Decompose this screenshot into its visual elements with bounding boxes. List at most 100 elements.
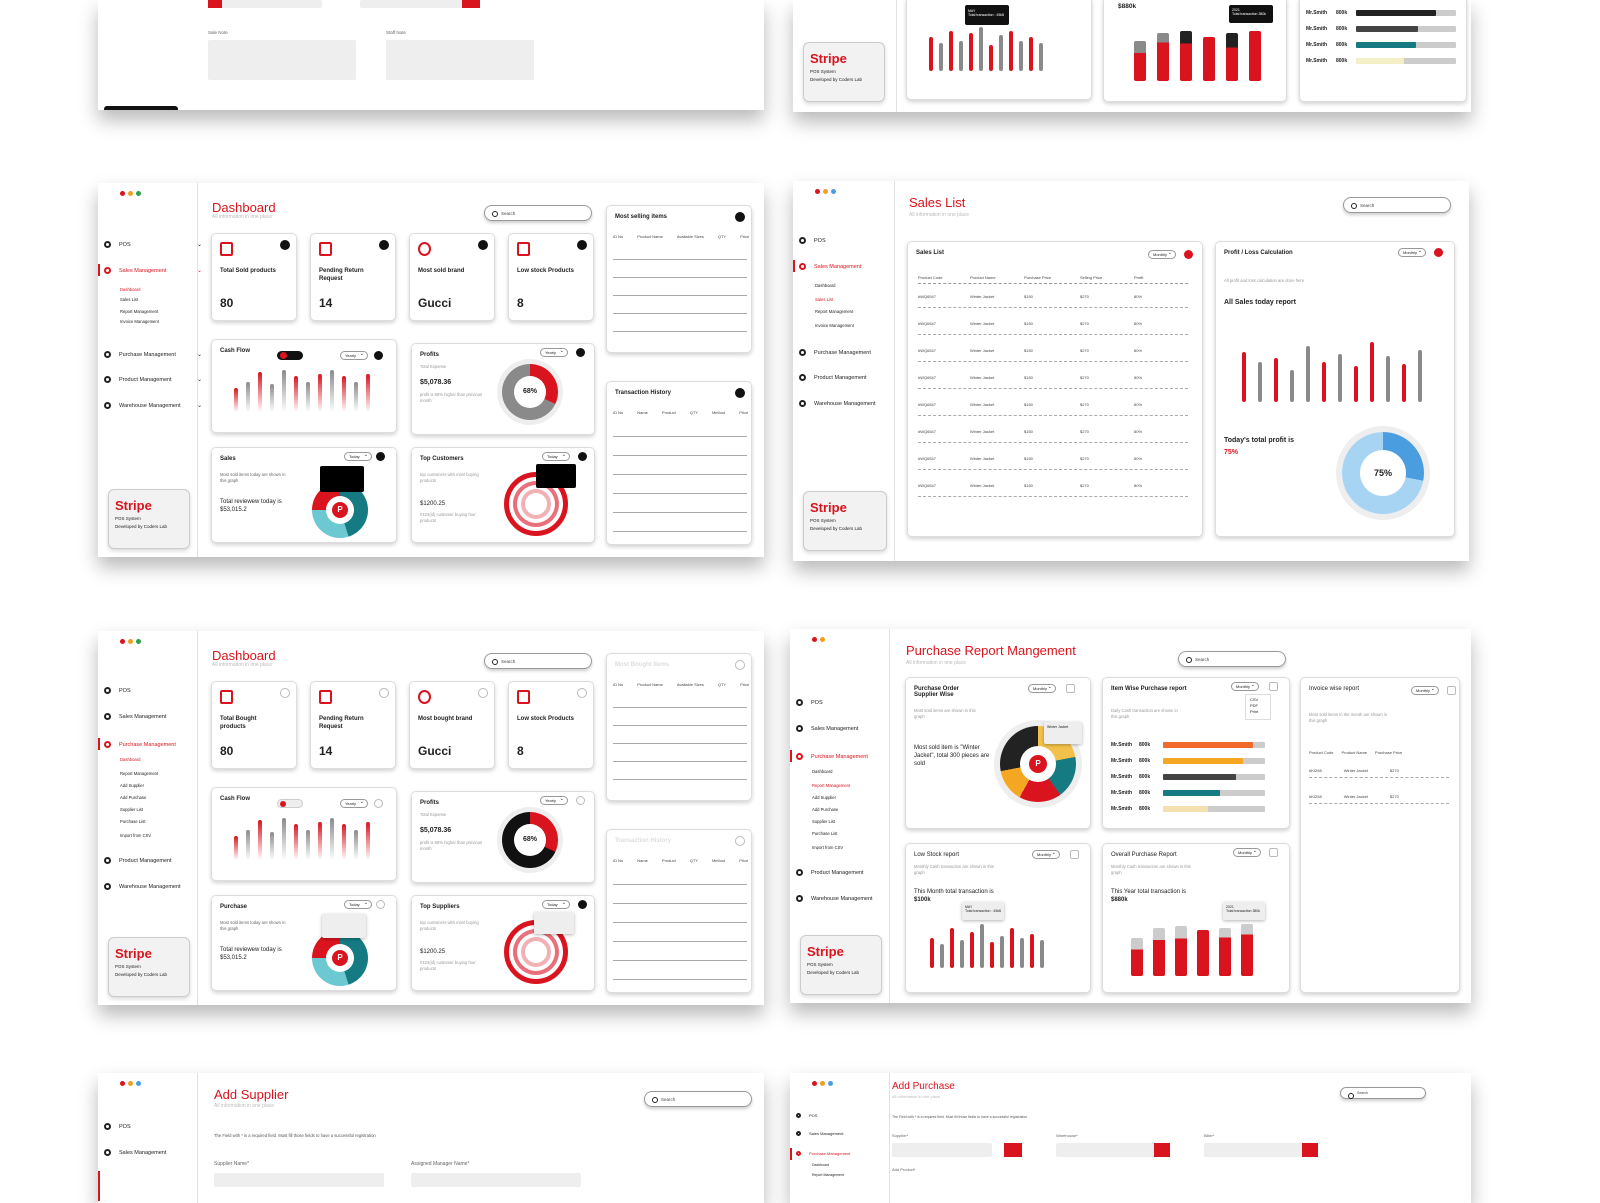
- nav-product[interactable]: Product Management ⌄: [104, 376, 202, 383]
- monthly-dropdown[interactable]: Monthly: [1148, 250, 1176, 259]
- sub-dashboard[interactable]: Dashboard: [812, 1163, 830, 1167]
- info-icon[interactable]: [735, 388, 745, 398]
- today-dropdown[interactable]: Today: [542, 900, 570, 909]
- sub-report[interactable]: Report Management: [812, 1173, 844, 1177]
- info-icon[interactable]: [376, 900, 385, 909]
- nav-pos[interactable]: POS: [104, 1123, 202, 1130]
- info-icon[interactable]: [735, 660, 745, 670]
- search-input[interactable]: Search: [1340, 1087, 1426, 1099]
- sub-dashboard[interactable]: Dashboard: [815, 283, 836, 288]
- sub-dashboard[interactable]: Dashboard: [812, 769, 833, 774]
- sub-add-purchase[interactable]: Add Purchase: [120, 795, 147, 800]
- yearly-dropdown[interactable]: Yearly: [540, 796, 568, 805]
- nav-sales[interactable]: Sales Management: [793, 260, 897, 272]
- info-icon[interactable]: [478, 240, 488, 250]
- kpi-pending-return[interactable]: Pending Return Request 14: [310, 233, 396, 321]
- sub-invoice[interactable]: Invoice Management: [120, 319, 159, 324]
- search-input[interactable]: Search: [484, 205, 592, 221]
- table-row[interactable]: #WQ6547 Winter Jacket $150 $270 80%: [918, 321, 1188, 335]
- sub-add-supplier[interactable]: Add Supplier: [812, 795, 836, 800]
- nav-pos[interactable]: POS: [799, 237, 897, 244]
- info-icon[interactable]: [577, 240, 587, 250]
- export-icon[interactable]: [1269, 682, 1278, 691]
- info-icon[interactable]: [374, 799, 383, 808]
- nav-purchase[interactable]: Purchase Management: [790, 750, 894, 762]
- table-row[interactable]: #WQ6547 Winter Jacket $150 $270 80%: [918, 348, 1188, 362]
- nav-sales[interactable]: Sales Management: [796, 1131, 894, 1136]
- info-icon[interactable]: [478, 688, 488, 698]
- kpi-low-stock[interactable]: Low stock Products 8: [508, 233, 594, 321]
- export-icon[interactable]: [1434, 248, 1443, 257]
- nav-pos[interactable]: POS: [796, 699, 894, 706]
- sub-import-csv[interactable]: Import from CSV: [120, 833, 152, 838]
- sub-sales-list[interactable]: Sales List: [815, 297, 834, 302]
- info-icon[interactable]: [379, 240, 389, 250]
- table-row[interactable]: #WQ6547 Winter Jacket $150 $270 80%: [918, 294, 1188, 308]
- export-icon[interactable]: [1447, 686, 1456, 695]
- sale-note-field[interactable]: [208, 40, 356, 80]
- export-icon[interactable]: [1269, 848, 1278, 857]
- yearly-dropdown[interactable]: Yearly: [540, 348, 568, 357]
- sub-import-csv[interactable]: Import from CSV: [812, 845, 844, 850]
- table-row[interactable]: #KI258 Winter Jacket $270: [1309, 794, 1449, 804]
- today-dropdown[interactable]: Today: [344, 900, 372, 909]
- nav-sales[interactable]: Sales Management ⌄: [98, 264, 202, 276]
- search-input[interactable]: Search: [1343, 197, 1451, 213]
- toggle[interactable]: [277, 799, 303, 808]
- info-icon[interactable]: [576, 348, 585, 357]
- sub-add-purchase[interactable]: Add Purchase: [812, 807, 839, 812]
- nav-warehouse[interactable]: Warehouse Management ⌄: [104, 402, 202, 409]
- sub-invoice[interactable]: Invoice Management: [815, 323, 854, 328]
- biller-field[interactable]: [1204, 1143, 1304, 1157]
- monthly-dropdown[interactable]: Monthly: [1398, 248, 1426, 257]
- search-input[interactable]: Search: [484, 653, 592, 669]
- today-dropdown[interactable]: Today: [344, 452, 372, 461]
- info-icon[interactable]: [735, 212, 745, 222]
- export-icon[interactable]: [1070, 850, 1079, 859]
- monthly-dropdown[interactable]: Monthly: [1231, 682, 1259, 691]
- menu-csv[interactable]: CSV: [1250, 697, 1259, 702]
- monthly-dropdown[interactable]: Monthly: [1032, 850, 1060, 859]
- manager-name-field[interactable]: [411, 1173, 581, 1187]
- sub-report[interactable]: Report Management: [120, 771, 159, 776]
- yearly-dropdown[interactable]: Yearly: [340, 799, 368, 808]
- menu-pdf[interactable]: PDF: [1250, 703, 1258, 708]
- info-icon[interactable]: [376, 452, 385, 461]
- sub-sales-list[interactable]: Sales List: [120, 297, 139, 302]
- supplier-add-button[interactable]: [1004, 1143, 1022, 1157]
- warehouse-field[interactable]: [1056, 1143, 1156, 1157]
- kpi-total-bought[interactable]: Total Bought products 80: [211, 681, 297, 769]
- warehouse-add-button[interactable]: [1154, 1143, 1170, 1157]
- nav-pos[interactable]: POS: [796, 1113, 894, 1118]
- info-icon[interactable]: [280, 240, 290, 250]
- info-icon[interactable]: [379, 688, 389, 698]
- info-icon[interactable]: [578, 900, 587, 909]
- nav-purchase[interactable]: Purchase Management: [98, 738, 202, 750]
- nav-pos[interactable]: POS: [104, 687, 202, 694]
- nav-product[interactable]: Product Management: [796, 869, 894, 876]
- sub-add-supplier[interactable]: Add Supplier: [120, 783, 144, 788]
- table-row[interactable]: #WQ6547 Winter Jacket $150 $270 80%: [918, 483, 1188, 497]
- kpi-brand[interactable]: Most sold brand Gucci: [409, 233, 495, 321]
- sub-purchase-list[interactable]: Purchase List: [120, 819, 146, 824]
- nav-product[interactable]: Product Management: [104, 857, 202, 864]
- table-row[interactable]: #WQ6547 Winter Jacket $150 $270 80%: [918, 429, 1188, 443]
- table-row[interactable]: #KI258 Winter Jacket $270: [1309, 768, 1449, 778]
- red-field-1[interactable]: [208, 0, 322, 8]
- nav-sales[interactable]: Sales Management: [796, 725, 894, 732]
- nav-warehouse[interactable]: Warehouse Management: [796, 895, 894, 902]
- submit-button[interactable]: [104, 106, 178, 110]
- sub-report[interactable]: Report Management: [815, 309, 854, 314]
- staff-note-field[interactable]: [386, 40, 534, 80]
- today-dropdown[interactable]: Today: [542, 452, 570, 461]
- info-icon[interactable]: [578, 452, 587, 461]
- sub-report[interactable]: Report Management: [812, 783, 851, 788]
- info-icon[interactable]: [735, 836, 745, 846]
- kpi-brand[interactable]: Most bought brand Gucci: [409, 681, 495, 769]
- yearly-dropdown[interactable]: Yearly: [340, 351, 368, 360]
- monthly-dropdown[interactable]: Monthly: [1028, 684, 1056, 693]
- nav-warehouse[interactable]: Warehouse Management: [799, 400, 897, 407]
- info-icon[interactable]: [577, 688, 587, 698]
- search-input[interactable]: Search: [1178, 651, 1286, 667]
- sub-supplier-list[interactable]: Supplier List: [120, 807, 144, 812]
